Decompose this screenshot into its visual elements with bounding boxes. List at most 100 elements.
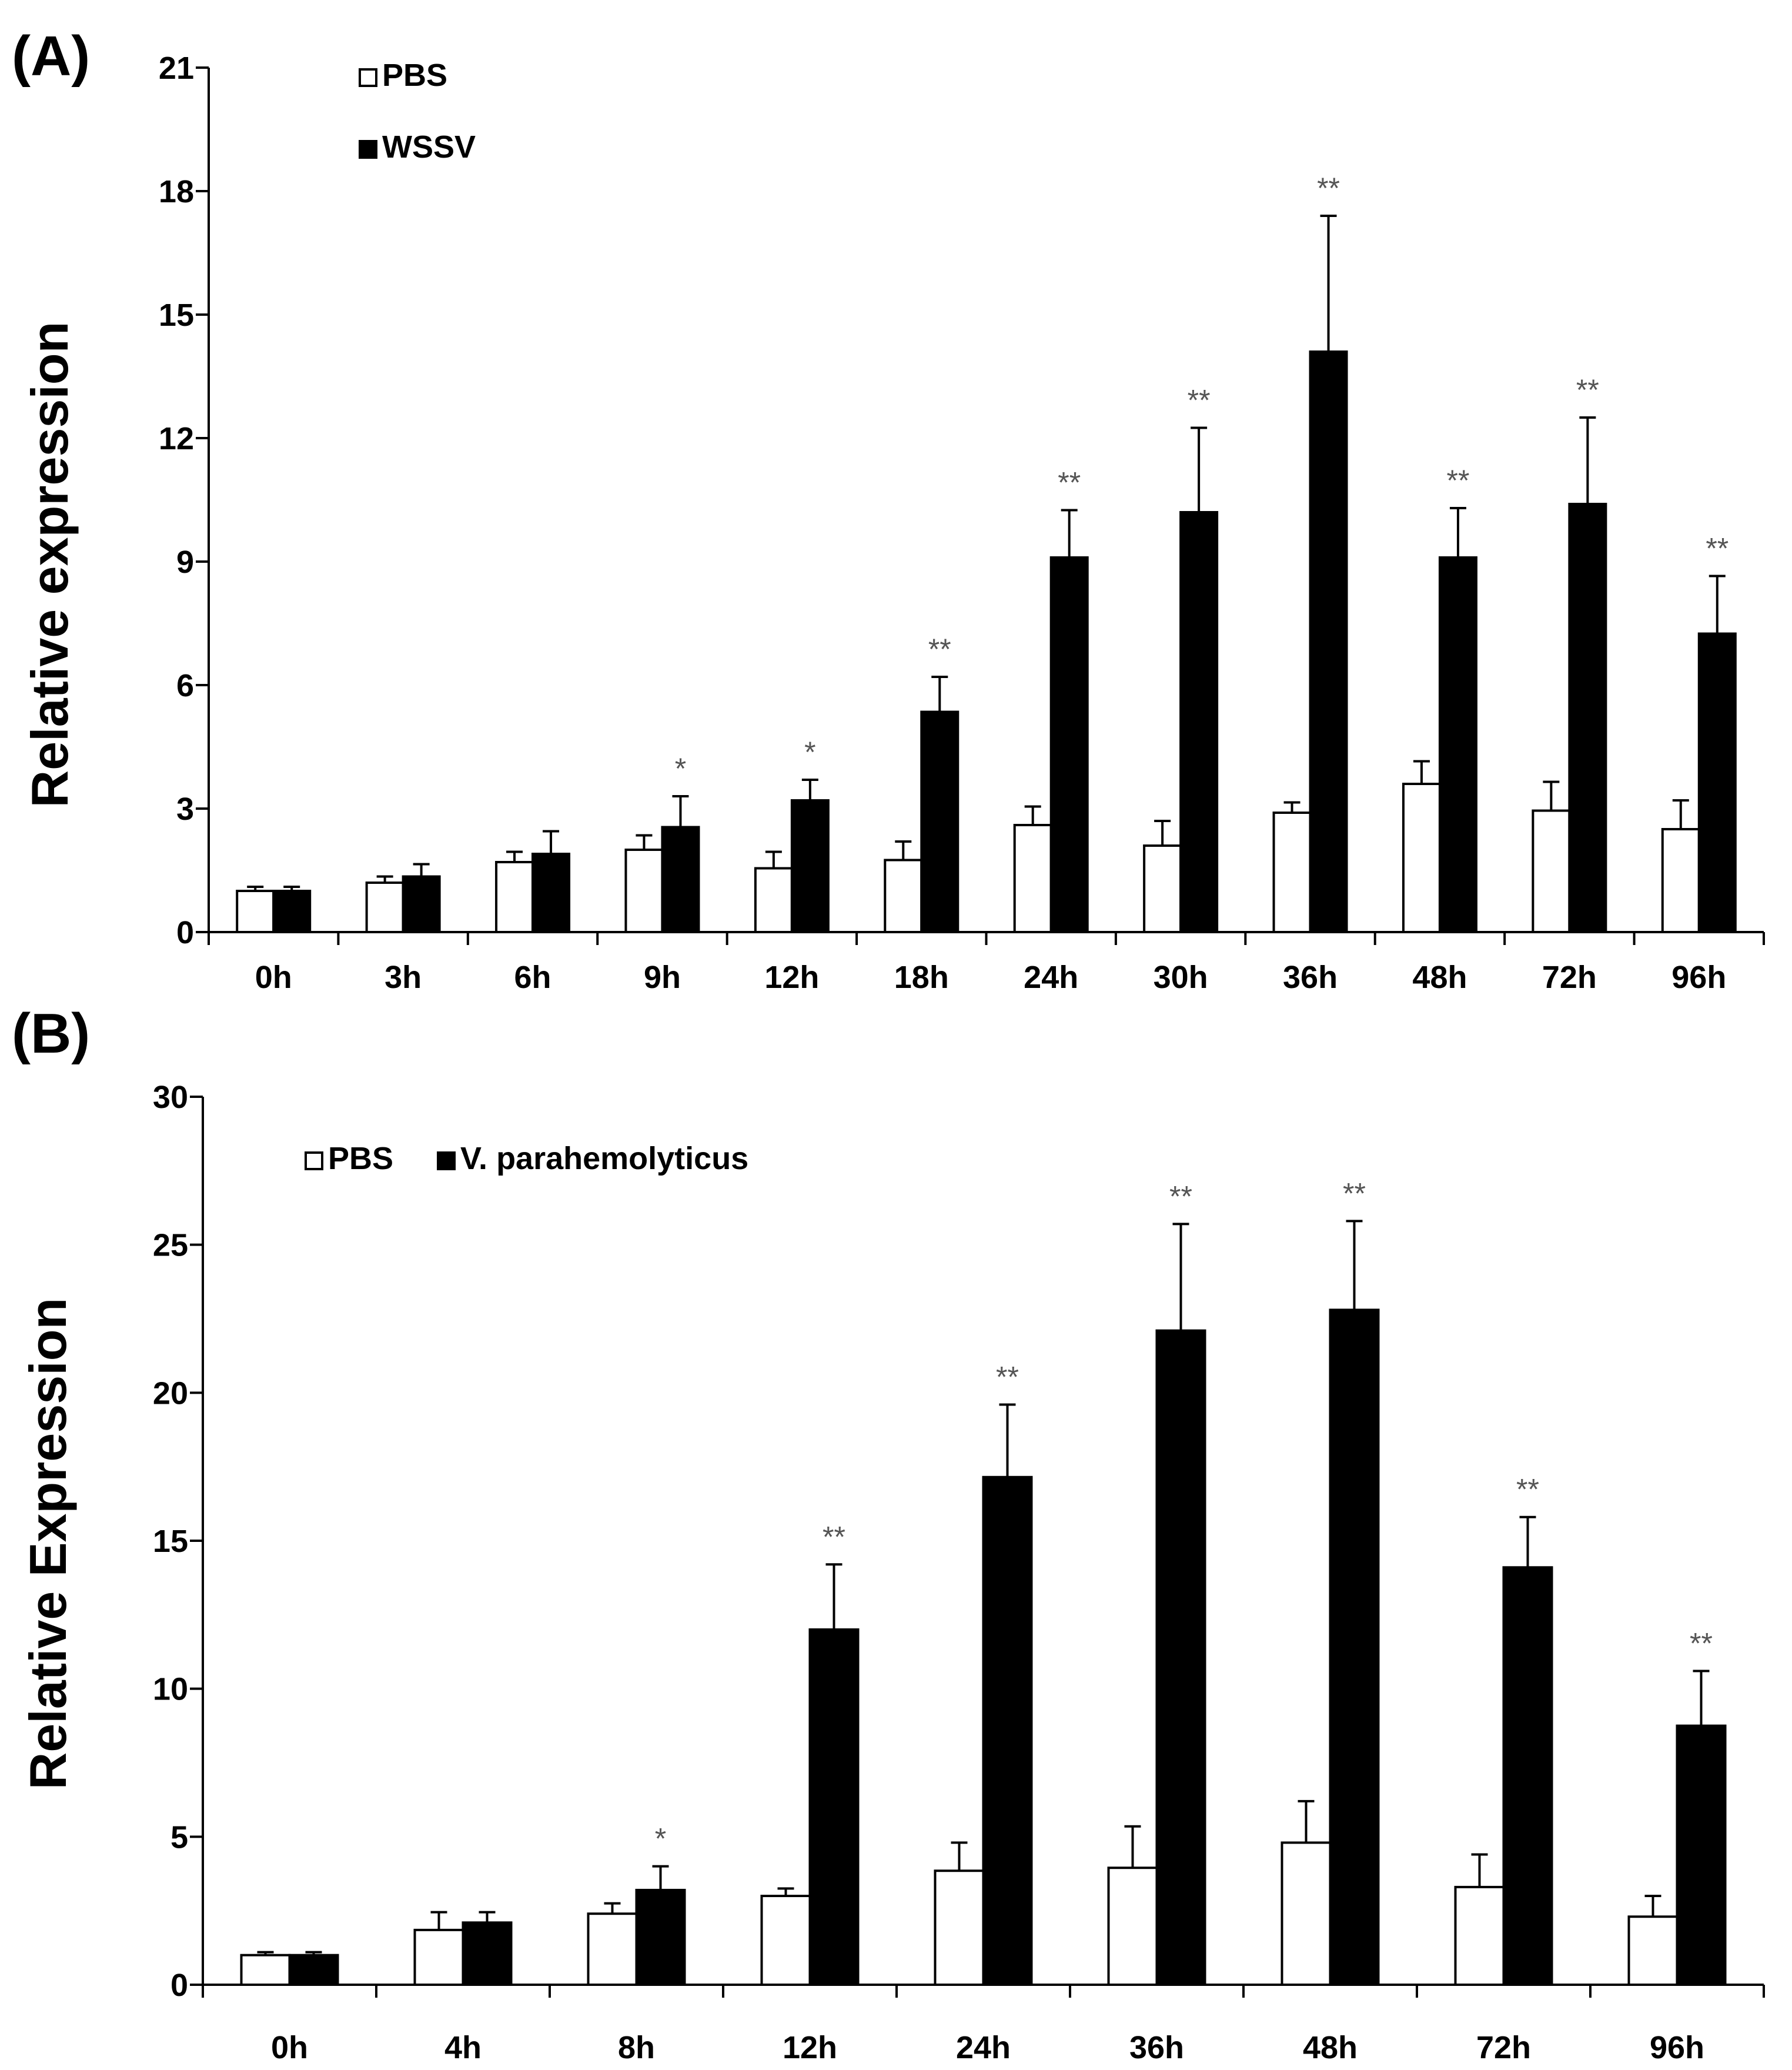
bar-control-0h (240, 1954, 291, 1986)
bar-control-12h (754, 867, 793, 933)
panel-b-chart: (B) Relative Expression 0 5 10 15 20 25 30 0h 4h 8… (12, 1002, 1765, 2065)
x-tick-label: 12h (764, 960, 819, 995)
significance-marker: ** (1169, 1180, 1192, 1213)
y-tick-label: 15 (159, 298, 194, 333)
x-tick-label: 0h (255, 960, 292, 995)
bar-treatment-24h (982, 1475, 1033, 1986)
x-tick-label: 30h (1154, 960, 1208, 995)
x-tick-label: 12h (783, 2030, 837, 2065)
x-tick-label: 48h (1303, 2030, 1358, 2065)
y-tick-label: 6 (176, 668, 194, 703)
bar-treatment-0h (272, 890, 312, 933)
bar-control-72h (1454, 1885, 1505, 1986)
bar-treatment-6h (531, 853, 571, 933)
y-tick-label: 10 (153, 1672, 188, 1707)
bar-control-6h (495, 861, 534, 933)
bar-control-96h (1627, 1915, 1679, 1986)
bar-control-12h (760, 1895, 811, 1986)
significance-marker: ** (1576, 373, 1599, 406)
bar-treatment-4h (462, 1921, 513, 1986)
bar-treatment-36h (1309, 350, 1348, 933)
bar-treatment-9h (661, 826, 700, 933)
significance-marker: ** (1317, 172, 1340, 205)
x-tick-label: 24h (956, 2030, 1011, 2065)
x-tick-label: 4h (444, 2030, 482, 2065)
bar-treatment-96h (1676, 1724, 1727, 1986)
y-tick-label: 3 (176, 792, 194, 827)
y-tick-label: 30 (153, 1080, 188, 1115)
x-tick-label: 36h (1283, 960, 1338, 995)
bar-treatment-72h (1568, 503, 1607, 933)
y-tick-label: 15 (153, 1524, 188, 1559)
legend-label: WSSV (382, 129, 476, 165)
y-tick-label: 12 (159, 421, 194, 456)
x-tick-label: 6h (514, 960, 551, 995)
x-tick-label: 96h (1650, 2030, 1704, 2065)
x-tick-label: 3h (385, 960, 422, 995)
bar-control-96h (1661, 828, 1700, 933)
bar-control-24h (1013, 824, 1052, 933)
x-tick-label: 0h (271, 2030, 308, 2065)
panel-a-chart: (A) Relative expression 0 3 6 9 12 15 18 21 0h 3h 6… (12, 25, 1765, 995)
x-tick-label: 18h (894, 960, 949, 995)
significance-marker: ** (1690, 1627, 1713, 1660)
bar-control-72h (1532, 809, 1571, 933)
bar-treatment-48h (1329, 1308, 1380, 1986)
x-tick-label: 36h (1129, 2030, 1184, 2065)
x-tick-label: 8h (618, 2030, 655, 2065)
y-tick-label: 9 (176, 545, 194, 580)
bar-control-48h (1281, 1841, 1332, 1986)
x-tick-label: 48h (1412, 960, 1467, 995)
significance-marker: ** (1058, 466, 1081, 499)
bar-control-36h (1272, 812, 1312, 933)
bar-control-3h (365, 882, 404, 933)
significance-marker: ** (1446, 464, 1469, 497)
y-tick-label: 20 (153, 1375, 188, 1411)
legend-swatch-control (359, 68, 377, 87)
significance-marker: * (804, 736, 815, 769)
y-tick-label: 18 (159, 174, 194, 209)
bar-treatment-72h (1502, 1566, 1553, 1986)
bar-control-48h (1402, 783, 1441, 933)
legend-label: PBS (328, 1141, 393, 1176)
significance-marker: ** (1516, 1473, 1539, 1506)
bar-treatment-8h (635, 1888, 686, 1986)
y-axis-label: Relative expression (21, 322, 79, 808)
y-tick-label: 5 (170, 1819, 188, 1855)
y-tick-label: 0 (176, 915, 194, 950)
bar-treatment-96h (1697, 632, 1737, 933)
y-tick-label: 0 (170, 1968, 188, 2003)
significance-marker: ** (1343, 1177, 1366, 1210)
bar-treatment-0h (288, 1954, 339, 1986)
bar-control-18h (884, 859, 923, 933)
y-axis-label: Relative Expression (19, 1298, 77, 1789)
legend-swatch-treatment (437, 1151, 456, 1170)
bar-treatment-12h (790, 799, 830, 933)
bar-treatment-36h (1155, 1329, 1206, 1986)
bar-treatment-30h (1179, 511, 1219, 933)
x-tick-label: 9h (644, 960, 681, 995)
panel-a-label: (A) (12, 25, 90, 88)
x-tick-label: 24h (1024, 960, 1078, 995)
significance-marker: ** (996, 1360, 1019, 1393)
significance-marker: ** (928, 633, 951, 666)
significance-marker: * (675, 752, 686, 785)
bar-treatment-24h (1049, 556, 1089, 933)
legend-label: V. parahemolyticus (460, 1141, 748, 1176)
x-tick-label: 72h (1542, 960, 1597, 995)
bar-control-8h (587, 1912, 638, 1986)
legend-label: PBS (382, 58, 447, 93)
bar-treatment-18h (920, 710, 959, 933)
significance-marker: ** (1706, 532, 1729, 565)
bar-control-9h (624, 849, 664, 933)
significance-marker: ** (1188, 384, 1211, 417)
legend-swatch-control (305, 1151, 323, 1170)
x-tick-label: 96h (1671, 960, 1726, 995)
significance-marker: ** (823, 1520, 845, 1553)
legend-swatch-treatment (359, 140, 377, 159)
bar-control-36h (1107, 1867, 1158, 1986)
bar-treatment-48h (1438, 556, 1477, 933)
significance-marker: * (655, 1822, 666, 1855)
bar-treatment-12h (808, 1628, 860, 1986)
